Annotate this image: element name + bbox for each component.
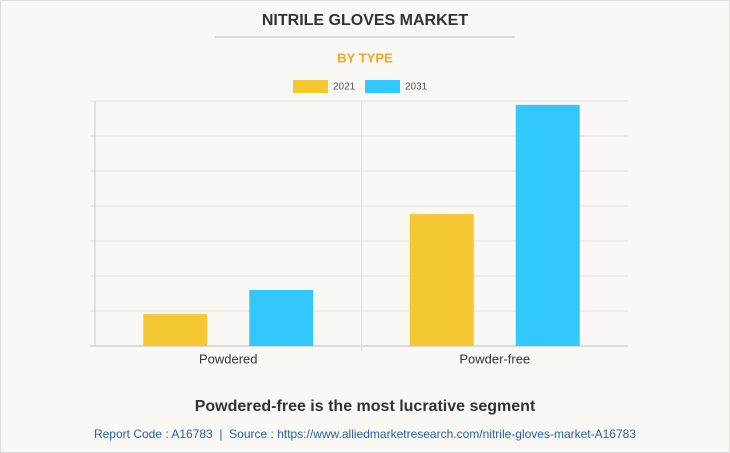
bar	[515, 104, 580, 346]
legend-swatch	[365, 80, 400, 93]
legend-swatch	[293, 80, 328, 93]
legend-label: 2021	[333, 82, 356, 93]
chart-title: NITRILE GLOVES MARKET	[262, 12, 468, 29]
x-tick-label: Powder-free	[459, 351, 530, 366]
bar	[249, 290, 314, 346]
caption: Powdered-free is the most lucrative segm…	[195, 398, 536, 415]
x-tick-label: Powdered	[199, 351, 258, 366]
bar	[143, 314, 208, 346]
footnote: Report Code : A16783 | Source : https://…	[94, 427, 636, 441]
chart-subtitle: BY TYPE	[337, 50, 393, 65]
bar	[409, 214, 474, 346]
legend-label: 2031	[405, 82, 428, 93]
